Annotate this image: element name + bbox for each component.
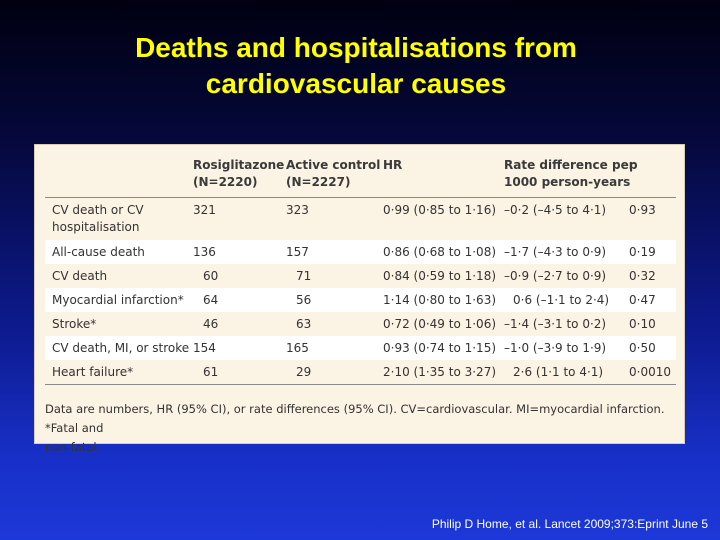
table-row: Heart failure* 61 29 2·10 (1·35 to 3·27)… — [45, 360, 676, 384]
row-label: Heart failure* — [52, 365, 134, 379]
cell-active-control: 165 — [286, 341, 309, 355]
table-row: All-cause death 136 157 0·86 (0·68 to 1·… — [45, 240, 676, 264]
row-label: All-cause death — [52, 245, 145, 259]
header-rate-difference-line-1: Rate difference per — [504, 158, 635, 172]
header-rosiglitazone-line-2: (N=2220) — [193, 175, 258, 189]
cell-rosiglitazone: 136 — [193, 245, 216, 259]
cell-rosiglitazone: 321 — [193, 203, 216, 217]
slide-title: Deaths and hospitalisations from cardiov… — [0, 30, 712, 102]
cell-active-control: 71 — [296, 269, 312, 283]
slide-title-line-1: Deaths and hospitalisations from — [135, 32, 577, 63]
table-row: Myocardial infarction* 64 56 1·14 (0·80 … — [45, 288, 676, 312]
slide-title-line-2: cardiovascular causes — [205, 68, 507, 99]
cell-rosiglitazone: 60 — [203, 269, 219, 283]
cell-active-control: 323 — [286, 203, 309, 217]
header-p: p — [629, 157, 638, 174]
header-active-control: Active control (N=2227) — [286, 157, 380, 191]
table-bottom-rule — [45, 384, 676, 385]
cell-rate-difference: –1·7 (–4·3 to 0·9) — [504, 245, 607, 259]
table-footnote: Data are numbers, HR (95% CI), or rate d… — [45, 400, 676, 457]
row-label-line-2: hospitalisation — [52, 220, 140, 234]
table-row: Stroke* 46 63 0·72 (0·49 to 1·06) –1·4 (… — [45, 312, 676, 336]
header-hr: HR — [383, 157, 402, 174]
cell-p: 0·0010 — [629, 365, 671, 379]
cell-rate-difference: 0·6 (–1·1 to 2·4) — [513, 293, 610, 307]
header-rosiglitazone: Rosiglitazone (N=2220) — [193, 157, 284, 191]
row-label: Myocardial infarction* — [52, 293, 184, 307]
cell-hr: 0·86 (0·68 to 1·08) — [383, 245, 497, 259]
cell-active-control: 56 — [296, 293, 312, 307]
table-row: CV death 60 71 0·84 (0·59 to 1·18) –0·9 … — [45, 264, 676, 288]
cell-hr: 0·99 (0·85 to 1·16) — [383, 203, 497, 217]
header-rate-difference: Rate difference per 1000 person-years — [504, 157, 635, 191]
cell-p: 0·10 — [629, 317, 656, 331]
row-label: CV death — [52, 269, 108, 283]
cell-rate-difference: 2·6 (1·1 to 4·1) — [513, 365, 604, 379]
table-header-row: Rosiglitazone (N=2220) Active control (N… — [45, 155, 676, 198]
table-row: CV death or CV hospitalisation 321 323 0… — [45, 200, 676, 240]
header-active-control-line-2: (N=2227) — [286, 175, 351, 189]
cell-p: 0·47 — [629, 293, 656, 307]
cell-p: 0·50 — [629, 341, 656, 355]
cell-p: 0·32 — [629, 269, 656, 283]
header-rosiglitazone-line-1: Rosiglitazone — [193, 158, 285, 172]
cell-rate-difference: –1·4 (–3·1 to 0·2) — [504, 317, 607, 331]
row-label-line-1: CV death or CV — [52, 203, 144, 217]
header-p-line-1: p — [629, 158, 638, 172]
cell-p: 0·93 — [629, 203, 656, 217]
footnote-line-1: Data are numbers, HR (95% CI), or rate d… — [45, 402, 665, 435]
header-rate-difference-line-2: 1000 person-years — [504, 175, 631, 189]
header-hr-line-1: HR — [383, 158, 403, 172]
cell-rosiglitazone: 154 — [193, 341, 216, 355]
cell-rosiglitazone: 64 — [203, 293, 219, 307]
cell-rate-difference: –0·2 (–4·5 to 4·1) — [504, 203, 607, 217]
cell-rosiglitazone: 61 — [203, 365, 219, 379]
cell-rate-difference: –1·0 (–3·9 to 1·9) — [504, 341, 607, 355]
citation: Philip D Home, et al. Lancet 2009;373:Ep… — [431, 517, 708, 531]
header-active-control-line-1: Active control — [286, 158, 381, 172]
cell-active-control: 157 — [286, 245, 309, 259]
cell-active-control: 63 — [296, 317, 312, 331]
table-row: CV death, MI, or stroke 154 165 0·93 (0·… — [45, 336, 676, 360]
results-table: Rosiglitazone (N=2220) Active control (N… — [34, 144, 685, 454]
cell-hr: 0·72 (0·49 to 1·06) — [383, 317, 497, 331]
footnote-line-2: non-fatal. — [45, 440, 101, 454]
cell-active-control: 29 — [296, 365, 312, 379]
row-label: CV death or CV hospitalisation — [52, 202, 144, 236]
row-label: CV death, MI, or stroke — [52, 341, 190, 355]
cell-p: 0·19 — [629, 245, 656, 259]
row-label: Stroke* — [52, 317, 97, 331]
cell-rosiglitazone: 46 — [203, 317, 219, 331]
cell-hr: 1·14 (0·80 to 1·63) — [383, 293, 497, 307]
cell-hr: 0·84 (0·59 to 1·18) — [383, 269, 497, 283]
cell-rate-difference: –0·9 (–2·7 to 0·9) — [504, 269, 607, 283]
cell-hr: 2·10 (1·35 to 3·27) — [383, 365, 497, 379]
cell-hr: 0·93 (0·74 to 1·15) — [383, 341, 497, 355]
